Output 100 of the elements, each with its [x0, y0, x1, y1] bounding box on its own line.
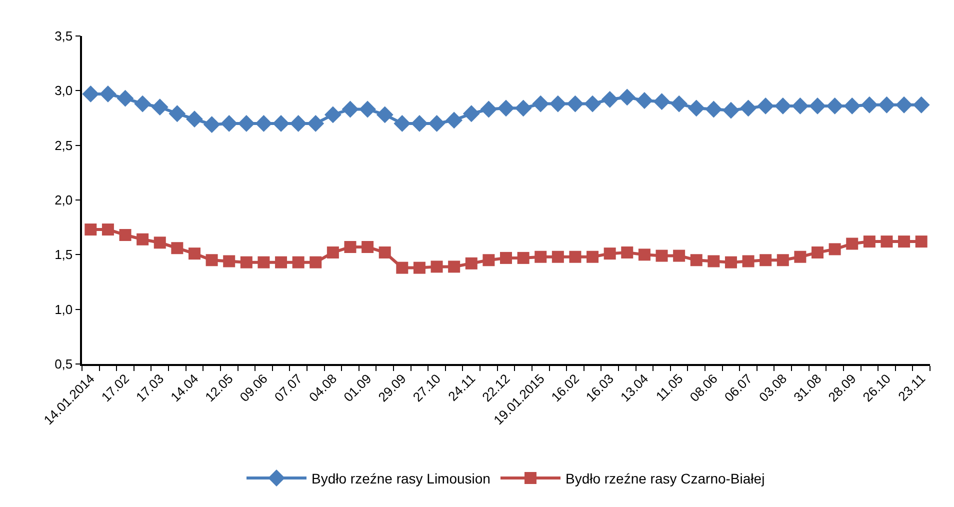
y-tick-label: 1,5: [54, 247, 73, 262]
point: [171, 242, 184, 254]
legend-label: Bydło rzeźne rasy Czarno-Białej: [565, 470, 765, 486]
y-tick-label: 2,5: [54, 138, 73, 153]
point: [324, 106, 342, 124]
point: [116, 90, 134, 107]
point: [448, 260, 460, 273]
point: [826, 98, 844, 114]
point: [828, 243, 841, 256]
point: [776, 254, 789, 266]
point: [740, 100, 757, 117]
point: [272, 115, 290, 132]
point: [792, 98, 809, 114]
point: [569, 250, 582, 263]
point: [812, 246, 824, 258]
point: [396, 262, 408, 274]
y-tick-label: 2,0: [54, 192, 73, 208]
point: [290, 115, 307, 132]
point: [846, 238, 858, 250]
point: [362, 241, 374, 254]
point: [203, 116, 220, 134]
point: [376, 106, 394, 124]
point: [584, 95, 601, 112]
point: [82, 86, 100, 102]
y-tick-label: 3,5: [54, 28, 73, 44]
point: [653, 93, 670, 110]
point: [84, 224, 97, 236]
point: [636, 92, 653, 109]
point: [134, 95, 152, 112]
legend-label: Bydło rzeźne rasy Limousion: [312, 470, 490, 486]
point: [898, 236, 910, 248]
point: [638, 248, 650, 261]
point: [621, 246, 634, 258]
point: [724, 256, 737, 268]
point: [154, 236, 166, 249]
point: [915, 236, 928, 248]
point: [860, 96, 878, 114]
point: [656, 250, 668, 262]
point: [912, 96, 930, 114]
point: [517, 252, 530, 264]
point: [411, 115, 428, 132]
point: [223, 255, 236, 268]
point: [394, 115, 411, 132]
point: [500, 252, 512, 264]
point: [378, 246, 391, 258]
point: [601, 90, 618, 108]
point: [757, 98, 774, 114]
point: [708, 255, 720, 268]
point: [100, 86, 116, 102]
point: [863, 236, 876, 248]
point: [705, 100, 722, 118]
point: [809, 98, 826, 114]
point: [604, 248, 616, 260]
point: [514, 100, 532, 117]
point: [552, 250, 564, 263]
point: [151, 98, 168, 116]
point: [618, 88, 636, 106]
point: [359, 100, 376, 118]
point: [413, 262, 426, 274]
point: [310, 256, 322, 268]
point: [844, 98, 861, 114]
point: [258, 256, 270, 268]
point: [275, 256, 288, 268]
point: [238, 115, 255, 132]
point: [480, 100, 498, 118]
point: [428, 115, 446, 132]
y-tick-label: 0,5: [54, 356, 73, 372]
point: [292, 256, 304, 268]
point: [878, 96, 896, 114]
point: [774, 98, 792, 114]
point: [326, 246, 339, 258]
point: [220, 115, 238, 132]
point: [206, 254, 218, 266]
point: [102, 224, 114, 236]
point: [742, 255, 754, 268]
point: [760, 254, 772, 266]
point: [794, 250, 806, 263]
point: [186, 110, 203, 128]
point: [307, 115, 324, 132]
point: [673, 250, 686, 262]
point: [670, 95, 688, 112]
point: [722, 102, 740, 119]
point: [690, 254, 702, 266]
y-tick-label: 3,0: [54, 83, 73, 98]
point: [586, 250, 599, 263]
point: [136, 233, 149, 246]
point: [880, 236, 893, 248]
point: [344, 241, 356, 254]
point: [549, 95, 566, 112]
point: [482, 254, 495, 266]
point: [688, 100, 705, 117]
point: [446, 112, 463, 129]
point: [430, 260, 443, 273]
point: [119, 228, 132, 241]
point: [465, 257, 478, 270]
point: [896, 96, 912, 114]
point: [168, 105, 186, 122]
point: [188, 248, 200, 260]
point: [534, 250, 547, 263]
point: [532, 95, 550, 112]
